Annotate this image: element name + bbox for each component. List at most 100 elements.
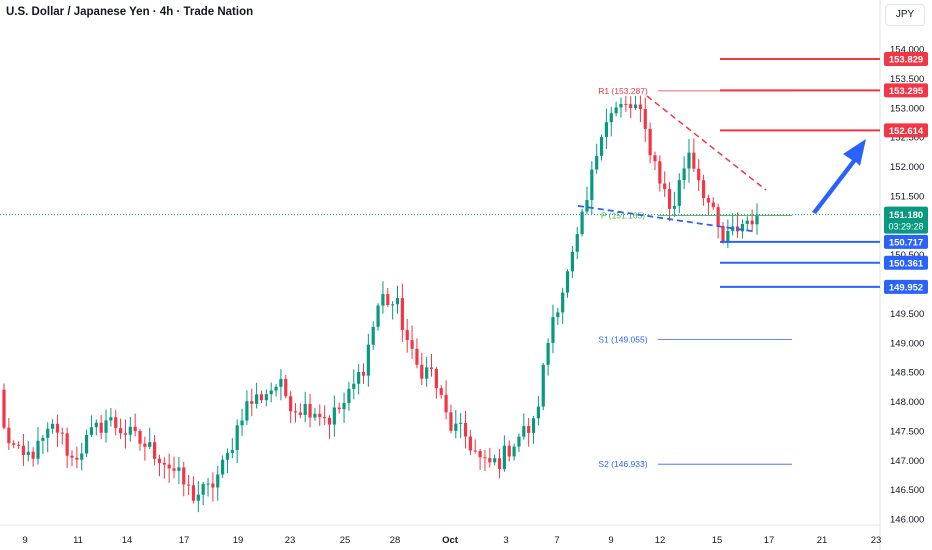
support-2-tag xyxy=(884,255,928,270)
candle-body xyxy=(697,168,701,181)
resistance-3-tag xyxy=(884,123,928,138)
candle-body xyxy=(667,189,672,209)
currency-button[interactable]: JPY xyxy=(885,4,925,26)
y-tick-label: 150.500 xyxy=(890,250,924,261)
x-tick-label: 21 xyxy=(817,535,828,546)
candle-body xyxy=(104,420,108,433)
x-tick-label: 7 xyxy=(554,535,559,546)
candle-body xyxy=(357,371,361,384)
candle-body xyxy=(512,446,516,457)
candle-body xyxy=(245,401,249,421)
candle-body xyxy=(313,413,317,418)
candle-body xyxy=(332,407,336,425)
x-tick-label: 9 xyxy=(608,535,613,546)
candle-body xyxy=(609,113,613,123)
candle-body xyxy=(551,317,555,343)
candle-body xyxy=(585,200,589,212)
candle-body xyxy=(546,342,550,365)
candle-body xyxy=(94,422,98,428)
candle-body xyxy=(614,107,618,114)
candle-body xyxy=(740,223,745,232)
y-tick-label: 152.000 xyxy=(890,162,924,173)
x-tick-label: 15 xyxy=(712,535,723,546)
candle-body xyxy=(293,411,298,413)
y-tick-label: 153.500 xyxy=(890,74,924,85)
candle-body xyxy=(536,406,540,419)
candle-body xyxy=(109,417,113,421)
candle-body xyxy=(410,340,414,349)
candle-body xyxy=(449,412,453,431)
candle-body xyxy=(624,103,628,105)
candle-body xyxy=(201,484,205,495)
candle-body xyxy=(318,413,322,418)
candle-body xyxy=(415,348,419,365)
candle-body xyxy=(216,474,220,488)
y-tick-label: 147.500 xyxy=(890,426,924,437)
candle-body xyxy=(123,433,128,435)
candle-body xyxy=(7,427,11,444)
candle-body xyxy=(133,426,137,432)
candle-body xyxy=(527,426,531,433)
resistance-2-tag-label: 153.295 xyxy=(889,86,924,97)
support-3-tag-label: 149.952 xyxy=(889,282,923,293)
candle-body xyxy=(405,329,409,341)
y-tick-label: 151.500 xyxy=(890,191,924,202)
candle-body xyxy=(750,220,754,225)
x-tick-label: 17 xyxy=(179,535,190,546)
bullish-arrow xyxy=(812,139,866,214)
candle-body xyxy=(497,458,502,470)
candle-body xyxy=(187,484,191,486)
candle-body xyxy=(633,104,638,108)
candle-body xyxy=(556,312,560,318)
x-tick-label: 25 xyxy=(340,535,351,546)
candle-body xyxy=(682,168,686,181)
candle-body xyxy=(653,155,657,162)
support-2-tag-label: 150.361 xyxy=(889,258,924,269)
candle-body xyxy=(221,459,225,475)
candle-body xyxy=(483,457,487,459)
candle-body xyxy=(420,364,424,379)
resistance-2-tag xyxy=(884,83,928,98)
candle-body xyxy=(488,458,492,463)
last-price-tag xyxy=(884,206,928,234)
pivot-s1-label: S1 (149.055) xyxy=(598,335,647,345)
y-tick-label: 148.500 xyxy=(890,368,924,379)
candle-body xyxy=(50,423,55,429)
candle-body xyxy=(172,468,176,471)
candle-body xyxy=(89,427,94,435)
candle-body xyxy=(191,485,196,501)
candle-body xyxy=(65,433,69,456)
candle-body xyxy=(352,383,356,389)
candle-body xyxy=(323,417,327,419)
candle-body xyxy=(386,294,390,306)
candle-body xyxy=(12,443,16,445)
y-tick-label: 149.000 xyxy=(890,338,924,349)
candle-body xyxy=(206,483,210,485)
candle-body xyxy=(148,442,152,447)
candle-body xyxy=(473,450,477,452)
candle-body xyxy=(376,305,380,327)
candle-body xyxy=(366,344,370,376)
candle-body xyxy=(459,422,463,424)
candle-body xyxy=(128,426,132,435)
candle-body xyxy=(395,298,400,305)
candle-body xyxy=(726,230,730,243)
candle-body xyxy=(196,494,200,501)
candle-body xyxy=(429,367,434,369)
candle-body xyxy=(517,436,521,447)
candle-body xyxy=(507,445,511,457)
pivot-p-label: P (151.165) xyxy=(601,211,645,221)
candle-body xyxy=(468,436,472,451)
candle-body xyxy=(250,401,254,404)
candle-body xyxy=(225,453,230,460)
candle-body xyxy=(55,423,60,433)
candle-body xyxy=(638,104,643,110)
support-1-tag xyxy=(884,234,928,249)
candle-body xyxy=(371,326,375,345)
candle-body xyxy=(75,457,79,460)
candle-body xyxy=(279,378,283,387)
candle-body xyxy=(400,298,404,330)
candle-body xyxy=(565,271,570,293)
candle-body xyxy=(269,390,273,395)
